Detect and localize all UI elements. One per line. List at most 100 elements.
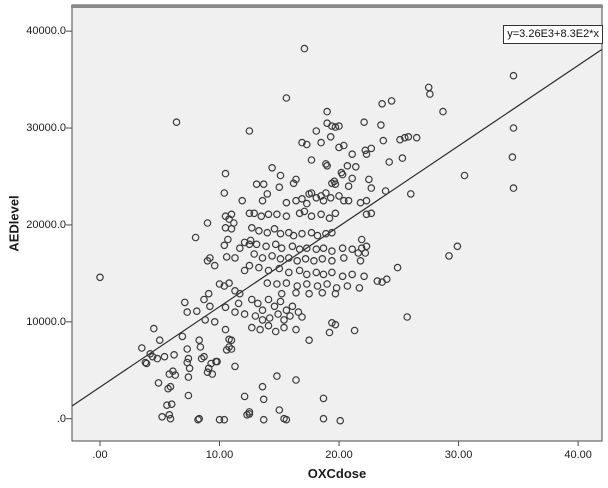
data-point <box>350 326 359 335</box>
data-point <box>271 240 280 249</box>
data-point <box>275 406 284 414</box>
data-point <box>276 171 285 180</box>
data-point <box>328 122 336 130</box>
data-point <box>319 270 328 279</box>
data-point <box>268 252 276 260</box>
data-point <box>270 225 279 233</box>
data-point <box>208 370 217 378</box>
data-point <box>357 235 366 244</box>
data-point <box>323 107 331 116</box>
data-point <box>263 190 272 198</box>
data-point <box>319 414 328 423</box>
data-point <box>252 180 261 189</box>
data-point <box>236 289 244 298</box>
data-point <box>141 358 150 367</box>
data-point <box>325 214 334 223</box>
data-point <box>204 289 213 298</box>
data-point <box>264 295 273 304</box>
data-point <box>238 196 247 205</box>
data-point <box>284 268 293 277</box>
data-point <box>426 90 434 98</box>
data-point <box>154 379 163 387</box>
data-point <box>276 229 285 238</box>
data-point <box>360 118 368 127</box>
data-point <box>362 150 371 159</box>
data-point <box>264 210 273 219</box>
data-point <box>293 256 302 265</box>
data-point <box>273 210 281 219</box>
data-point <box>231 362 239 371</box>
data-point <box>445 252 453 260</box>
data-point <box>251 312 260 320</box>
data-point <box>280 323 288 332</box>
data-point <box>288 242 297 251</box>
data-point <box>294 308 303 316</box>
data-point <box>203 256 212 265</box>
data-point <box>212 357 220 366</box>
data-point <box>184 373 193 381</box>
data-point <box>245 209 254 218</box>
data-point <box>277 289 286 298</box>
data-point <box>172 118 181 127</box>
data-point <box>280 316 288 324</box>
data-point <box>292 376 300 384</box>
data-point <box>348 245 357 254</box>
data-point <box>348 174 357 183</box>
data-point <box>258 316 267 324</box>
data-point <box>354 249 363 257</box>
data-point <box>222 346 231 354</box>
data-point <box>245 240 254 249</box>
data-point <box>302 244 311 253</box>
data-point <box>328 228 336 237</box>
data-point <box>227 225 236 233</box>
data-point <box>509 124 518 132</box>
data-point <box>460 171 469 180</box>
data-point <box>200 352 208 361</box>
data-point <box>326 133 335 141</box>
data-point <box>338 170 347 179</box>
data-point <box>323 162 331 170</box>
data-point <box>164 384 172 393</box>
data-point <box>220 189 229 197</box>
data-point <box>338 244 347 253</box>
data-point <box>381 187 390 195</box>
data-point <box>286 312 294 320</box>
data-point <box>404 133 413 141</box>
data-point <box>312 194 321 202</box>
data-point <box>169 367 177 376</box>
data-point <box>277 244 286 253</box>
data-point <box>307 228 316 237</box>
data-point <box>258 254 267 262</box>
data-point <box>245 410 254 418</box>
data-point <box>282 212 291 221</box>
data-point <box>274 310 282 318</box>
data-point <box>300 207 309 216</box>
data-point <box>96 273 104 282</box>
data-point <box>292 325 300 334</box>
y-tick-label: .0 <box>56 412 66 425</box>
data-point <box>360 272 368 281</box>
data-point <box>206 302 214 311</box>
data-point <box>264 321 273 330</box>
data-point <box>292 175 300 184</box>
data-point <box>379 136 388 145</box>
data-point <box>331 180 340 189</box>
data-point <box>328 256 336 265</box>
data-point <box>398 154 407 162</box>
data-point <box>215 280 224 288</box>
data-point <box>166 382 175 391</box>
data-point <box>339 254 348 262</box>
data-point <box>453 242 462 251</box>
regression-equation-box: y=3.26E3+8.3E2*x <box>503 25 603 44</box>
data-point <box>184 354 193 363</box>
data-point <box>148 352 157 361</box>
data-point <box>207 359 215 368</box>
y-tick-label: 20000.0 <box>26 218 66 231</box>
data-point <box>367 209 376 218</box>
data-point <box>203 219 212 227</box>
data-point <box>268 164 276 172</box>
y-tick-label: 40000.0 <box>26 25 66 38</box>
data-point <box>292 288 300 297</box>
